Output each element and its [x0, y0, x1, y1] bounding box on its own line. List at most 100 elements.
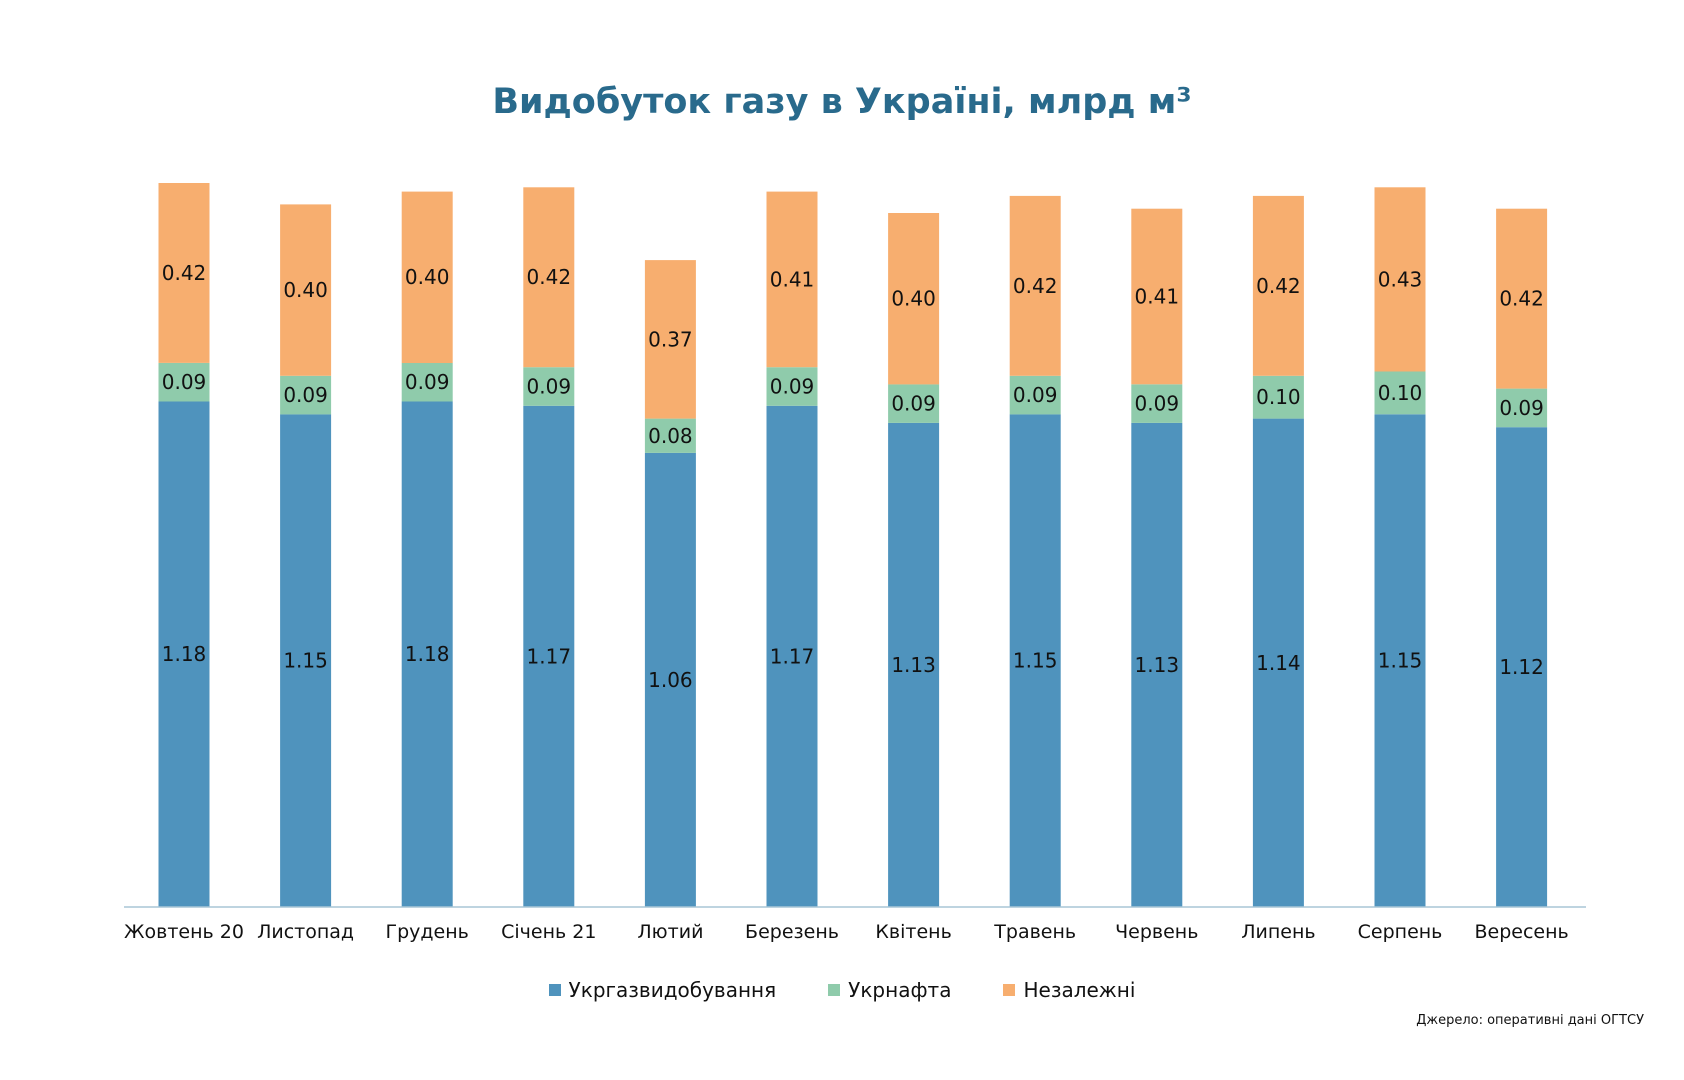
bar-ukrnafta-6 — [888, 384, 940, 423]
bar-ukrgasvydobuvannya-5 — [766, 405, 818, 907]
value-label-nezalezhni-9: 0.42 — [1256, 274, 1301, 298]
value-label-ukrnafta-4: 0.08 — [648, 424, 693, 448]
value-labels-layer: 1.18 0.09 0.42 1.15 0.09 0.40 1.18 0.09 0.40 1.17… — [162, 261, 1544, 692]
bar-ukrgasvydobuvannya-7 — [1009, 414, 1061, 907]
value-label-ukrnafta-3: 0.09 — [527, 375, 572, 399]
value-label-nezalezhni-11: 0.42 — [1499, 287, 1544, 311]
chart-title: Видобуток газу в Україні, млрд м³ — [492, 82, 1192, 122]
category-label-3: Січень 21 — [501, 921, 596, 943]
legend-label-ukrnafta: Укрнафта — [848, 978, 952, 1002]
value-label-nezalezhni-2: 0.40 — [405, 265, 450, 289]
bar-ukrnafta-8 — [1131, 384, 1183, 423]
value-label-ukrgasvydobuvannya-0: 1.18 — [162, 642, 207, 666]
value-label-ukrgasvydobuvannya-7: 1.15 — [1013, 649, 1058, 673]
value-label-ukrgasvydobuvannya-1: 1.15 — [283, 649, 328, 673]
value-label-ukrnafta-0: 0.09 — [162, 370, 207, 394]
value-label-ukrgasvydobuvannya-9: 1.14 — [1256, 651, 1301, 675]
legend-swatch-ukrnafta — [828, 984, 841, 996]
category-label-8: Червень — [1115, 921, 1198, 943]
bar-nezalezhni-5 — [766, 191, 818, 368]
bar-ukrnafta-2 — [401, 362, 453, 402]
value-label-nezalezhni-6: 0.40 — [891, 287, 936, 311]
value-label-ukrgasvydobuvannya-6: 1.13 — [891, 653, 936, 677]
bar-nezalezhni-11 — [1496, 208, 1548, 389]
value-label-ukrgasvydobuvannya-11: 1.12 — [1499, 655, 1544, 679]
bar-ukrnafta-5 — [766, 367, 818, 406]
legend-label-ukrgasvydobuvannya: Укргазвидобування — [568, 978, 777, 1002]
value-label-ukrnafta-9: 0.10 — [1256, 385, 1301, 409]
bar-nezalezhni-9 — [1252, 195, 1304, 376]
bar-ukrgasvydobuvannya-9 — [1252, 418, 1304, 907]
bar-ukrnafta-10 — [1374, 371, 1426, 415]
value-label-nezalezhni-10: 0.43 — [1378, 267, 1423, 291]
bar-ukrgasvydobuvannya-4 — [644, 452, 696, 907]
category-label-6: Квітень — [875, 921, 951, 943]
bar-nezalezhni-0 — [158, 183, 210, 363]
category-label-11: Вересень — [1474, 921, 1568, 943]
value-label-ukrnafta-6: 0.09 — [891, 392, 936, 416]
legend-item-nezalezhni: Незалежні — [1003, 978, 1135, 1002]
bar-ukrnafta-7 — [1009, 375, 1061, 415]
value-label-ukrgasvydobuvannya-2: 1.18 — [405, 642, 450, 666]
bar-ukrnafta-4 — [644, 418, 696, 453]
category-label-1: Листопад — [257, 921, 354, 943]
bar-nezalezhni-4 — [644, 260, 696, 419]
bar-ukrgasvydobuvannya-3 — [523, 405, 575, 907]
bar-ukrnafta-11 — [1496, 388, 1548, 428]
bar-ukrnafta-0 — [158, 362, 210, 402]
category-label-10: Серпень — [1358, 921, 1443, 943]
bar-ukrgasvydobuvannya-2 — [401, 401, 453, 907]
value-label-ukrnafta-10: 0.10 — [1378, 381, 1423, 405]
bar-nezalezhni-8 — [1131, 208, 1183, 385]
value-label-ukrgasvydobuvannya-5: 1.17 — [770, 644, 815, 668]
value-label-ukrgasvydobuvannya-10: 1.15 — [1378, 649, 1423, 673]
value-label-ukrnafta-11: 0.09 — [1499, 396, 1544, 420]
legend-item-ukrgasvydobuvannya: Укргазвидобування — [548, 978, 777, 1002]
category-label-0: Жовтень 20 — [124, 921, 244, 943]
category-label-4: Лютий — [637, 921, 703, 943]
bar-ukrgasvydobuvannya-10 — [1374, 414, 1426, 907]
value-label-nezalezhni-3: 0.42 — [527, 265, 572, 289]
bar-ukrgasvydobuvannya-6 — [888, 422, 940, 907]
legend-label-nezalezhni: Незалежні — [1023, 978, 1136, 1002]
bars-layer — [158, 183, 1548, 907]
value-label-ukrnafta-2: 0.09 — [405, 370, 450, 394]
legend-swatch-nezalezhni — [1003, 984, 1016, 996]
value-label-ukrnafta-1: 0.09 — [283, 383, 328, 407]
value-label-ukrgasvydobuvannya-3: 1.17 — [527, 644, 572, 668]
legend-item-ukrnafta: Укрнафта — [828, 978, 951, 1002]
legend: Укргазвидобування Укрнафта Незалежні — [0, 978, 1684, 1002]
bar-ukrgasvydobuvannya-11 — [1496, 427, 1548, 907]
bar-nezalezhni-10 — [1374, 187, 1426, 372]
value-label-ukrnafta-5: 0.09 — [770, 375, 815, 399]
value-label-nezalezhni-0: 0.42 — [162, 261, 207, 285]
bar-nezalezhni-7 — [1009, 195, 1061, 376]
bar-ukrnafta-1 — [280, 375, 332, 415]
bar-nezalezhni-3 — [523, 187, 575, 368]
value-label-nezalezhni-4: 0.37 — [648, 327, 693, 351]
bar-ukrnafta-9 — [1252, 375, 1304, 419]
value-label-ukrgasvydobuvannya-4: 1.06 — [648, 668, 693, 692]
value-label-nezalezhni-8: 0.41 — [1135, 285, 1180, 309]
bar-nezalezhni-6 — [888, 213, 940, 385]
value-label-ukrnafta-8: 0.09 — [1135, 392, 1180, 416]
value-label-nezalezhni-1: 0.40 — [283, 278, 328, 302]
category-label-9: Липень — [1241, 921, 1315, 943]
bar-ukrnafta-3 — [523, 367, 575, 406]
category-labels-layer: Жовтень 20 Листопад Грудень Січень 21 Лютий Б… — [124, 921, 1569, 943]
source-note: Джерело: оперативні дані ОГТСУ — [1416, 1013, 1644, 1028]
bar-ukrgasvydobuvannya-8 — [1131, 422, 1183, 907]
category-label-2: Грудень — [386, 921, 469, 943]
value-label-nezalezhni-7: 0.42 — [1013, 274, 1058, 298]
category-label-7: Травень — [993, 921, 1076, 943]
bar-nezalezhni-1 — [280, 204, 332, 376]
bar-ukrgasvydobuvannya-1 — [280, 414, 332, 907]
value-label-nezalezhni-5: 0.41 — [770, 267, 815, 291]
category-label-5: Березень — [745, 921, 839, 943]
bar-nezalezhni-2 — [401, 191, 453, 363]
value-label-ukrnafta-7: 0.09 — [1013, 383, 1058, 407]
value-label-ukrgasvydobuvannya-8: 1.13 — [1135, 653, 1180, 677]
legend-swatch-ukrgasvydobuvannya — [548, 984, 561, 996]
bar-ukrgasvydobuvannya-0 — [158, 401, 210, 907]
